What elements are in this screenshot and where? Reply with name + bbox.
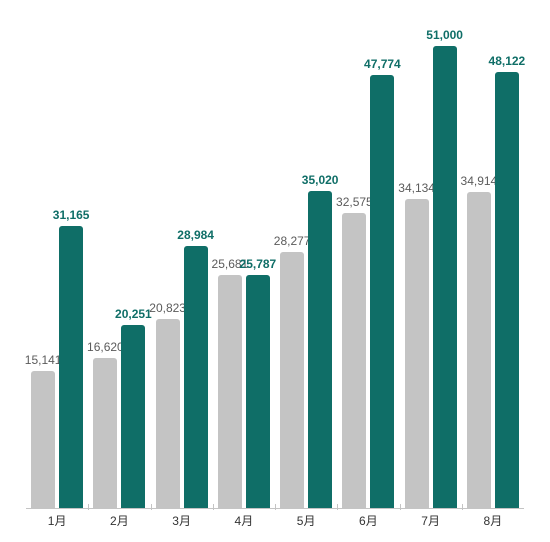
x-label: 6月: [359, 512, 378, 529]
bar-chart: 15,14131,16516,62020,25120,82328,98425,6…: [26, 10, 524, 509]
bar-series-a: [218, 275, 242, 508]
bar-label: 48,122: [477, 54, 537, 68]
x-label: 1月: [48, 512, 67, 529]
bar-series-a: [93, 358, 117, 508]
x-label: 5月: [297, 512, 316, 529]
x-tick: [275, 504, 276, 510]
x-label: 3月: [172, 512, 191, 529]
bar-series-a: [31, 371, 55, 508]
x-tick: [462, 504, 463, 510]
x-tick: [88, 504, 89, 510]
bar-label: 51,000: [415, 28, 475, 42]
bar-label: 25,787: [228, 257, 288, 271]
bar-series-b: [246, 275, 270, 508]
x-label: 8月: [484, 512, 503, 529]
bar-series-a: [342, 213, 366, 508]
x-label: 2月: [110, 512, 129, 529]
x-label: 4月: [235, 512, 254, 529]
x-tick: [213, 504, 214, 510]
bar-series-b: [433, 46, 457, 508]
x-tick: [400, 504, 401, 510]
bar-series-a: [156, 319, 180, 508]
bar-series-a: [280, 252, 304, 508]
bar-label: 31,165: [41, 208, 101, 222]
bar-series-a: [405, 199, 429, 508]
bar-series-b: [121, 325, 145, 508]
bar-series-a: [467, 192, 491, 508]
bar-series-b: [308, 191, 332, 508]
bar-label: 35,020: [290, 173, 350, 187]
bar-series-b: [370, 75, 394, 508]
x-tick: [337, 504, 338, 510]
x-tick: [151, 504, 152, 510]
bar-series-b: [184, 246, 208, 508]
x-label: 7月: [421, 512, 440, 529]
x-axis-labels: 1月 2月 3月 4月 5月 6月 7月 8月: [26, 510, 524, 534]
bar-series-b: [59, 226, 83, 508]
bar-label: 47,774: [352, 57, 412, 71]
bar-label: 28,984: [166, 228, 226, 242]
bar-series-b: [495, 72, 519, 508]
